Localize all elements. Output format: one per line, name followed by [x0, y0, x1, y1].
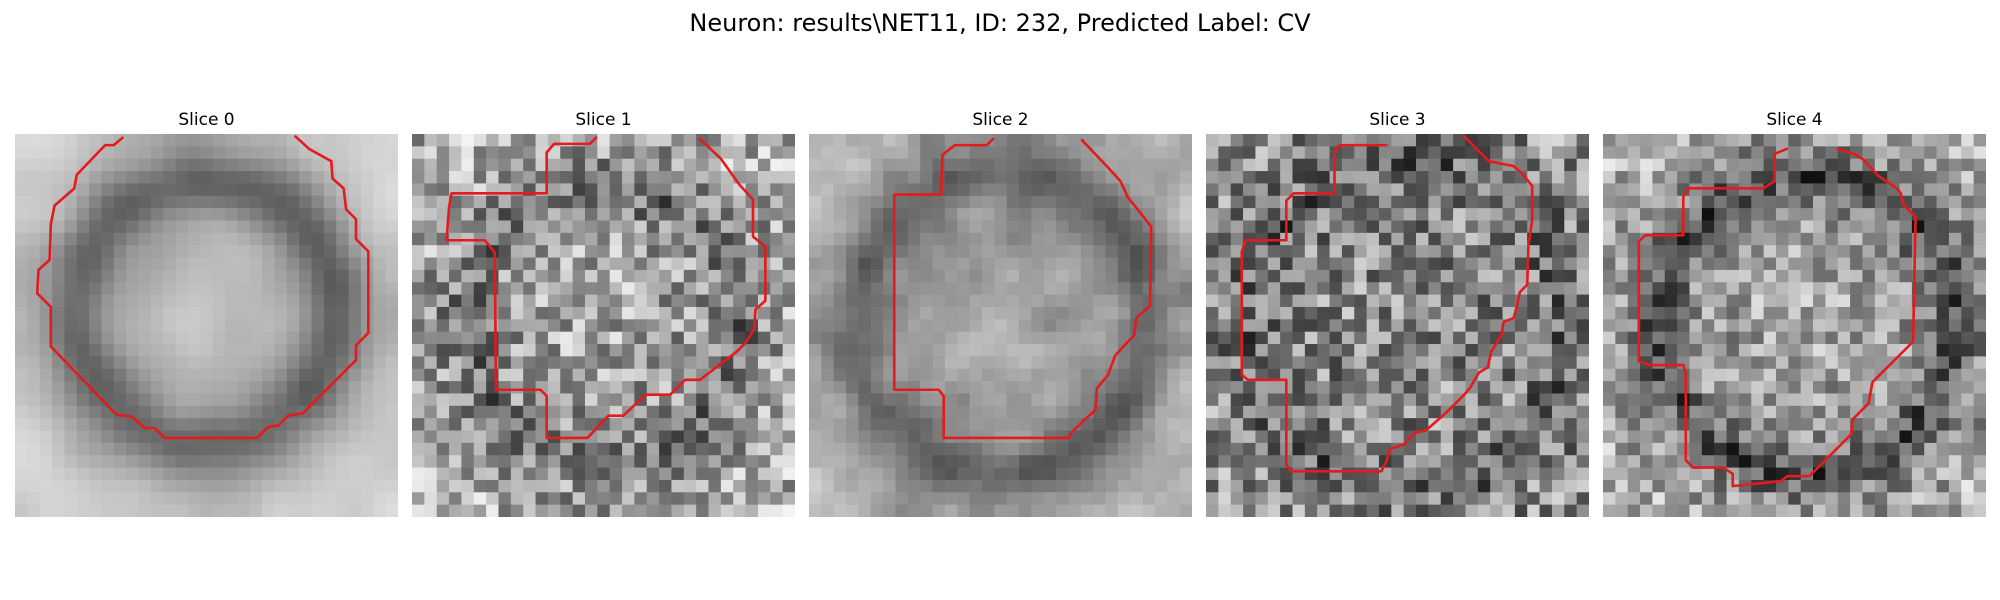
slice-panel-4: Slice 4	[1603, 108, 1986, 517]
slice-image-3	[1206, 134, 1589, 517]
slice-image-4	[1603, 134, 1986, 517]
slice-title-4: Slice 4	[1603, 108, 1986, 134]
slice-title-3: Slice 3	[1206, 108, 1589, 134]
slice-title-2: Slice 2	[809, 108, 1192, 134]
slice-image-1	[412, 134, 795, 517]
slice-title-1: Slice 1	[412, 108, 795, 134]
slice-image-0	[15, 134, 398, 517]
figure-title: Neuron: results\NET11, ID: 232, Predicte…	[0, 6, 2000, 40]
slice-image-2	[809, 134, 1192, 517]
slice-panel-1: Slice 1	[412, 108, 795, 517]
slice-panel-3: Slice 3	[1206, 108, 1589, 517]
slice-panel-2: Slice 2	[809, 108, 1192, 517]
slice-title-0: Slice 0	[15, 108, 398, 134]
pixel-grid	[412, 134, 795, 517]
pixel-grid	[1603, 134, 1986, 517]
slice-panel-0: Slice 0	[15, 108, 398, 517]
